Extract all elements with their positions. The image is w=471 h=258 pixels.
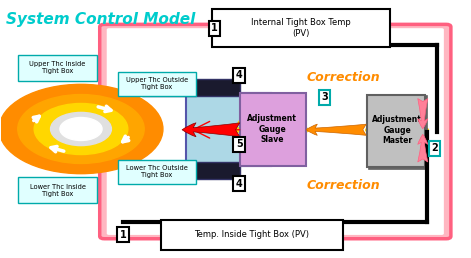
Text: Adjustment
Gauge
Master: Adjustment Gauge Master	[372, 115, 422, 145]
Text: Upper Thc Inside
Tight Box: Upper Thc Inside Tight Box	[29, 61, 86, 74]
FancyBboxPatch shape	[107, 28, 444, 235]
FancyBboxPatch shape	[142, 79, 240, 96]
Text: Adjustment
Gauge
Slave: Adjustment Gauge Slave	[247, 114, 297, 144]
Text: 1: 1	[120, 230, 127, 240]
Circle shape	[34, 103, 128, 155]
Circle shape	[18, 94, 144, 164]
FancyBboxPatch shape	[366, 94, 425, 167]
Text: 1: 1	[211, 23, 218, 33]
FancyBboxPatch shape	[366, 94, 425, 167]
Circle shape	[50, 112, 112, 146]
Text: Lower Thc Outside
Tight Box: Lower Thc Outside Tight Box	[126, 165, 188, 178]
FancyBboxPatch shape	[369, 96, 428, 168]
Text: Correction: Correction	[306, 71, 380, 84]
Text: Correction: Correction	[306, 179, 380, 192]
FancyBboxPatch shape	[212, 9, 390, 47]
FancyBboxPatch shape	[118, 71, 196, 96]
Text: 3: 3	[321, 92, 328, 102]
Text: Internal Tight Box Temp
(PV): Internal Tight Box Temp (PV)	[251, 19, 351, 38]
Text: System Control Model: System Control Model	[6, 12, 195, 27]
Circle shape	[0, 84, 163, 174]
Text: 2: 2	[431, 143, 438, 153]
Text: 5: 5	[236, 139, 243, 149]
FancyBboxPatch shape	[240, 93, 306, 166]
FancyBboxPatch shape	[18, 55, 97, 80]
FancyBboxPatch shape	[100, 24, 451, 239]
Text: Lower Thc Inside
Tight Box: Lower Thc Inside Tight Box	[30, 184, 86, 197]
FancyBboxPatch shape	[142, 162, 240, 179]
Text: Temp. Inside Tight Box (PV): Temp. Inside Tight Box (PV)	[195, 230, 309, 239]
Text: 4: 4	[236, 70, 243, 80]
FancyBboxPatch shape	[18, 178, 97, 203]
FancyBboxPatch shape	[187, 93, 271, 166]
Circle shape	[60, 117, 102, 141]
Text: 4: 4	[236, 179, 243, 189]
FancyBboxPatch shape	[118, 160, 196, 184]
FancyBboxPatch shape	[161, 220, 343, 250]
Text: Upper Thc Outside
Tight Box: Upper Thc Outside Tight Box	[126, 77, 188, 90]
